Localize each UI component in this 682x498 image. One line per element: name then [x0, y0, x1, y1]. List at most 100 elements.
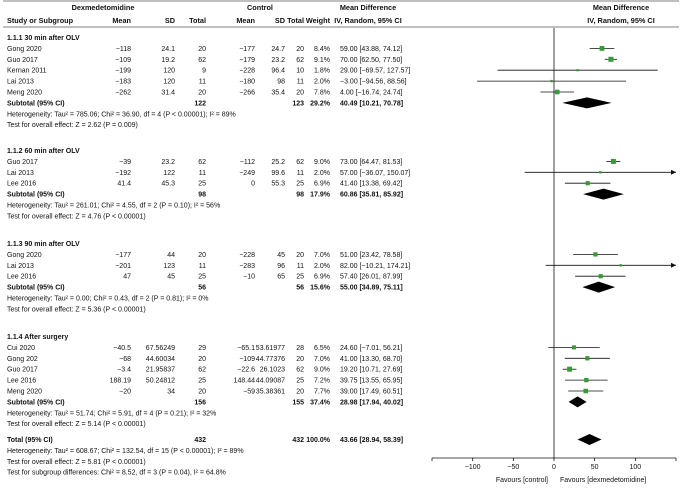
group2-header: Control: [247, 3, 273, 12]
study-1-5-ci: 4.00 [−16.74, 24.74]: [340, 90, 403, 97]
study-1-3-name: Kernan 2011: [7, 68, 47, 75]
study-2-1-sd2: 25.2: [271, 159, 285, 166]
study-2-1-total1: 62: [198, 159, 206, 166]
study-1-5-mean2: −266: [239, 90, 255, 97]
study-3-1-mean1: −177: [115, 252, 131, 259]
study-4-4-total2: 25: [296, 378, 304, 385]
study-4-3-point: [567, 366, 573, 372]
study-1-2-point: [608, 56, 614, 62]
study-2-3-point: [585, 181, 590, 186]
subgroup-3-diamond: [582, 281, 616, 293]
study-3-2-name: Lai 2013: [7, 263, 34, 270]
study-3-2-ci: 82.00 [−10.21, 174.21]: [340, 263, 410, 270]
study-2-2-weight: 2.0%: [314, 170, 330, 177]
study-4-2-weight: 7.0%: [314, 356, 330, 363]
study-1-1-sd2: 24.7: [271, 46, 285, 53]
total-overall-test: Test for overall effect: Z = 5.81 (P < 0…: [7, 459, 146, 466]
study-1-2-total2: 62: [296, 57, 304, 64]
study-2-2-name: Lai 2013: [7, 170, 34, 177]
study-4-3-mean2: −22.6: [237, 367, 255, 374]
study-3-1-sd2: 45: [277, 252, 285, 259]
study-4-1-sd1: 67.56249: [146, 345, 175, 352]
study-4-3-ci: 19.20 [10.71, 27.69]: [340, 367, 402, 374]
study-1-1-weight: 8.4%: [314, 46, 330, 53]
study-1-3-sd1: 120: [163, 68, 175, 75]
study-3-1-total1: 20: [198, 252, 206, 259]
subgroup-2-subtotal-weight: 17.9%: [310, 192, 331, 199]
study-3-3-mean1: 47: [123, 274, 131, 281]
study-1-5-weight: 7.8%: [314, 90, 330, 97]
study-2-1-ci: 73.00 [64.47, 81.53]: [340, 159, 402, 166]
subgroup-differences-test: Test for subgroup differences: Chi² = 8.…: [7, 470, 226, 477]
study-2-2-ci-arrow-right: [671, 169, 676, 175]
study-4-4-point: [584, 377, 589, 383]
subgroup-1-title: 1.1.1 30 min after OLV: [7, 35, 80, 42]
total-diamond: [577, 434, 602, 445]
subgroup-1-subtotal-weight: 29.2%: [310, 100, 331, 107]
study-2-2-ci: 57.00 [−36.07, 150.07]: [340, 170, 410, 177]
study-4-4-sd2: 44.09087: [256, 378, 285, 385]
study-3-3-weight: 6.9%: [314, 274, 330, 281]
study-4-1-total2: 28: [296, 345, 304, 352]
study-1-1-name: Gong 2020: [7, 46, 42, 53]
study-1-4-ci: −3.00 [−94.56, 88.56]: [340, 79, 407, 86]
study-2-3-sd2: 55.3: [271, 181, 285, 188]
study-4-1-ci: 24.60 [−7.01, 56.21]: [340, 345, 403, 352]
study-1-5-name: Meng 2020: [7, 90, 42, 97]
study-3-2-mean1: −201: [115, 263, 131, 270]
study-3-2-mean2: −283: [239, 263, 255, 270]
study-4-4-weight: 7.2%: [314, 378, 330, 385]
study-1-2-total1: 62: [198, 57, 206, 64]
subgroup-4-subtotal-weight: 37.4%: [310, 399, 331, 406]
study-2-2-sd2: 99.6: [271, 170, 285, 177]
subgroup-4-overall-test: Test for overall effect: Z = 5.14 (P < 0…: [7, 421, 146, 428]
subgroup-3-subtotal-label: Subtotal (95% CI): [7, 285, 65, 292]
study-4-3-total2: 62: [296, 367, 304, 374]
study-1-4-mean2: −180: [239, 79, 255, 86]
study-3-1-ci: 51.00 [23.42, 78.58]: [340, 252, 402, 259]
study-2-3-mean1: 41.4: [117, 181, 131, 188]
study-4-2-sd2: 44.77376: [256, 356, 285, 363]
total-n2: 432: [292, 437, 304, 444]
study-3-2-ci-arrow-right: [671, 262, 676, 268]
study-3-3-sd2: 65: [277, 274, 285, 281]
subgroup-4-title: 1.1.4 After surgery: [7, 334, 68, 341]
study-3-3-total2: 25: [296, 274, 304, 281]
total-ci: 43.66 [28.94, 58.39]: [340, 437, 403, 444]
study-3-1-sd1: 44: [167, 252, 175, 259]
total-weight: 100.0%: [306, 437, 331, 444]
subgroup-1-subtotal-n1: 122: [194, 100, 206, 107]
study-4-3-name: Guo 2017: [7, 367, 38, 374]
total-header-1: Total: [189, 16, 206, 25]
subgroup-3-subtotal-ci: 55.00 [34.89, 75.11]: [340, 285, 403, 292]
study-4-5-total1: 20: [198, 389, 206, 396]
study-3-3-total1: 25: [198, 274, 206, 281]
study-1-3-mean1: −199: [115, 68, 131, 75]
study-4-5-ci: 39.00 [17.49, 60.51]: [340, 389, 402, 396]
study-3-1-weight: 7.0%: [314, 252, 330, 259]
study-3-1-total2: 20: [296, 252, 304, 259]
study-2-3-sd1: 45.3: [161, 181, 175, 188]
subgroup-4-subtotal-label: Subtotal (95% CI): [7, 399, 65, 406]
favours-dexmedetomidine-label: Favours [dexmedetomidine]: [560, 477, 646, 484]
study-2-3-ci: 41.40 [13.38, 69.42]: [340, 181, 402, 188]
study-3-1-point: [593, 252, 598, 257]
study-1-3-mean2: −228: [239, 68, 255, 75]
study-1-3-point: [576, 69, 579, 72]
study-3-3-mean2: −10: [243, 274, 255, 281]
study-4-3-total1: 62: [198, 367, 206, 374]
study-1-4-sd2: 98: [277, 79, 285, 86]
study-1-2-sd2: 23.2: [271, 57, 285, 64]
subgroup-2-subtotal-n1: 98: [198, 192, 206, 199]
total-n1: 432: [194, 437, 206, 444]
study-4-2-total2: 20: [296, 356, 304, 363]
x-tick-label-1: −50: [507, 464, 519, 471]
study-4-5-mean2: −59: [243, 389, 255, 396]
study-1-5-total2: 20: [296, 90, 304, 97]
md-header: Mean Difference: [340, 3, 396, 12]
subgroup-1-subtotal-n2: 123: [292, 100, 304, 107]
study-2-2-total2: 11: [297, 170, 304, 177]
study-4-5-weight: 7.7%: [314, 389, 330, 396]
study-1-3-total1: 9: [202, 68, 206, 75]
study-1-5-mean1: −262: [115, 90, 131, 97]
